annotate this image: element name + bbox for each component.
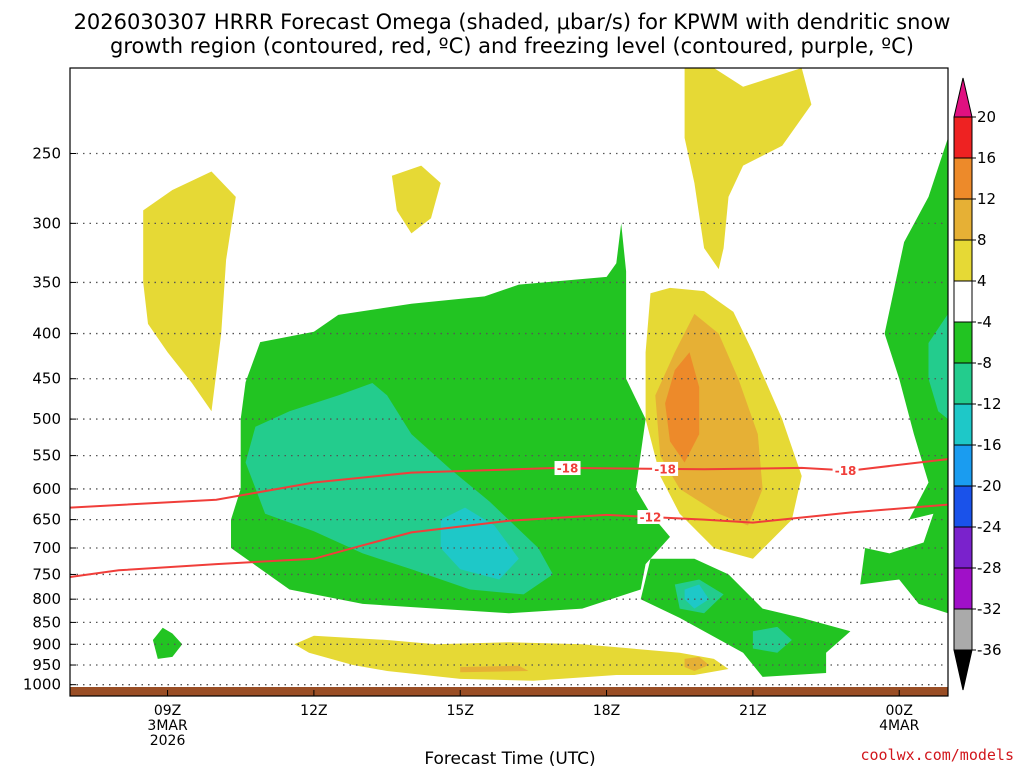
colorbar-bottom-arrow	[953, 649, 973, 691]
shaded-region-cyan-small	[684, 584, 709, 609]
x-tick-label-21-0: 21Z	[739, 703, 766, 719]
colorbar-swatch-2	[953, 198, 973, 241]
y-tick-label-1000: 1000	[23, 676, 61, 694]
colorbar-label-4: 4	[977, 272, 987, 290]
x-tick-label-12-0: 12Z	[300, 703, 327, 719]
y-tick-label-650: 650	[32, 511, 61, 529]
shaded-region-gold-bottom-2	[684, 656, 709, 671]
colorbar-swatch-3	[953, 239, 973, 282]
colorbar-label-6: -8	[977, 354, 992, 372]
plot-frame	[69, 67, 949, 697]
contour-label-dgz-minus-18-2: -18	[835, 464, 857, 478]
colorbar-swatch-7	[953, 403, 973, 446]
colorbar-swatch-9	[953, 485, 973, 528]
y-tick-label-550: 550	[32, 447, 61, 465]
omega-shaded-regions	[143, 68, 948, 681]
colorbar-label-7: -12	[977, 395, 1002, 413]
colorbar-swatch-5	[953, 321, 973, 364]
x-tick-label-24-1: 4MAR	[879, 718, 920, 734]
omega-colorbar: 20 16 12 8 4 -4 -8 -12 -16 -20 -24 -28 -32 -36	[953, 77, 1002, 691]
colorbar-label-10: -24	[977, 518, 1002, 536]
colorbar-swatch-11	[953, 567, 973, 610]
ground-layer	[70, 687, 948, 696]
colorbar-label-0: 20	[977, 108, 996, 126]
y-tick-label-500: 500	[32, 410, 61, 428]
y-tick-label-900: 900	[32, 635, 61, 653]
x-tick-label-9-1: 3MAR	[147, 718, 188, 734]
colorbar-label-2: 12	[977, 190, 996, 208]
shaded-region-yellow-small-top	[391, 165, 441, 234]
contour-label-dgz-minus-18-1: -18	[654, 462, 676, 476]
colorbar-label-12: -32	[977, 600, 1002, 618]
contour-label-bg-dgz-minus-18-0	[554, 461, 581, 476]
colorbar-swatch-1	[953, 157, 973, 200]
shaded-region-teal-right	[928, 313, 948, 420]
colorbar-label-9: -20	[977, 477, 1002, 495]
x-tick-label-24-0: 00Z	[886, 703, 913, 719]
x-tick-label-9-0: 09Z	[154, 703, 181, 719]
shaded-region-green-right	[860, 137, 948, 614]
colorbar-label-3: 8	[977, 231, 987, 249]
source-credit: coolwx.com/models	[860, 746, 1014, 764]
pressure-axis: 250 300 350 400 450 500 550 600 650 700 750 800 850 9…	[23, 144, 76, 694]
y-tick-label-300: 300	[32, 214, 61, 232]
colorbar-label-5: -4	[977, 313, 992, 331]
plot-area: -18 -18 -18 -12	[70, 68, 948, 696]
y-tick-label-850: 850	[32, 613, 61, 631]
contour-label-bg-dgz-minus-18-1	[652, 461, 679, 476]
colorbar-swatch-8	[953, 444, 973, 487]
shaded-region-yellow-top-right	[684, 68, 812, 270]
x-axis-title: Forecast Time (UTC)	[424, 749, 595, 768]
shaded-region-green-small-left	[152, 627, 183, 659]
colorbar-label-13: -36	[977, 641, 1002, 659]
contour-label-dgz-minus-12-0: -12	[640, 511, 662, 525]
colorbar-swatch-6	[953, 362, 973, 405]
contour-label-dgz-minus-18-0: -18	[557, 462, 579, 476]
x-tick-label-9-2: 2026	[150, 733, 186, 749]
y-tick-label-450: 450	[32, 370, 61, 388]
chart-title-line-1: 2026030307 HRRR Forecast Omega (shaded, …	[74, 10, 951, 34]
colorbar-top-arrow	[953, 77, 973, 118]
x-tick-label-18-0: 18Z	[593, 703, 620, 719]
colorbar-swatch-4	[953, 280, 973, 323]
shaded-region-yellow-bottom	[294, 635, 729, 681]
chart-title-line-2: growth region (contoured, red, ºC) and f…	[110, 34, 914, 58]
colorbar-swatch-0	[953, 116, 973, 159]
contour-dgz-minus-12	[70, 503, 948, 578]
colorbar-label-11: -28	[977, 559, 1002, 577]
y-tick-label-600: 600	[32, 480, 61, 498]
contour-label-bg-dgz-minus-12-0	[637, 510, 664, 525]
contour-label-bg-dgz-minus-18-2	[832, 463, 859, 478]
shaded-region-teal-lower-right-2	[752, 626, 792, 653]
shaded-region-gold-bottom-1	[460, 665, 529, 673]
shaded-region-yellow-upper-left	[143, 171, 236, 412]
y-tick-label-350: 350	[32, 273, 61, 291]
y-tick-label-250: 250	[32, 144, 61, 162]
colorbar-swatch-10	[953, 526, 973, 569]
colorbar-label-1: 16	[977, 149, 996, 167]
y-tick-label-800: 800	[32, 590, 61, 608]
colorbar-swatch-12	[953, 608, 973, 651]
y-tick-label-750: 750	[32, 565, 61, 583]
y-tick-label-400: 400	[32, 325, 61, 343]
y-tick-label-700: 700	[32, 539, 61, 557]
colorbar-label-8: -16	[977, 436, 1002, 454]
shaded-region-cyan-main	[440, 507, 519, 580]
y-tick-label-950: 950	[32, 656, 61, 674]
shaded-region-orange-center-right	[665, 352, 700, 463]
x-tick-label-15-0: 15Z	[447, 703, 474, 719]
